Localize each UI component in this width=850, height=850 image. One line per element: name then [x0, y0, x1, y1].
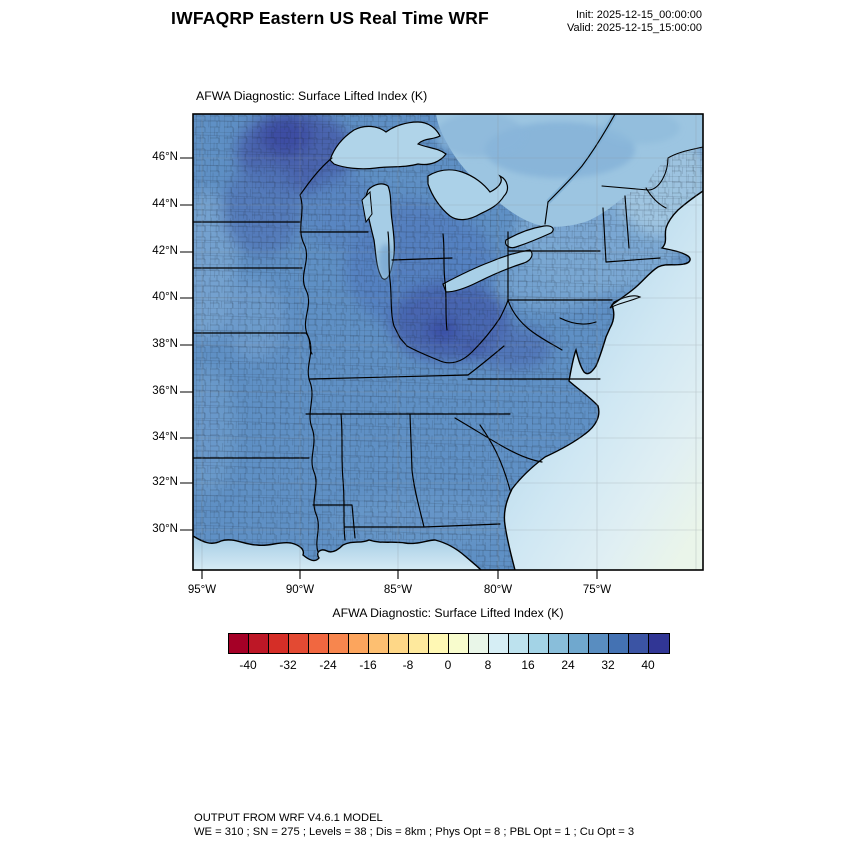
colorbar-cell: [629, 634, 649, 653]
footer-text: OUTPUT FROM WRF V4.6.1 MODEL WE = 310 ; …: [194, 811, 634, 839]
axis-ticks: [180, 157, 598, 579]
colorbar-cell: [409, 634, 429, 653]
colorbar-tick-label: -32: [279, 658, 297, 672]
colorbar-cell: [249, 634, 269, 653]
footer-line1: OUTPUT FROM WRF V4.6.1 MODEL: [194, 812, 383, 824]
init-time: Init: 2025-12-15_00:00:00: [576, 9, 702, 21]
map-title: AFWA Diagnostic: Surface Lifted Index (K…: [196, 89, 428, 103]
colorbar-cell: [429, 634, 449, 653]
colorbar-cell: [569, 634, 589, 653]
colorbar-tick-label: 8: [484, 658, 492, 672]
map-frame: [192, 113, 704, 571]
colorbar-cell: [649, 634, 669, 653]
colorbar-title: AFWA Diagnostic: Surface Lifted Index (K…: [332, 606, 564, 620]
graticule: [193, 114, 703, 570]
colorbar-tick-label: 16: [521, 658, 535, 672]
state-borders: [193, 114, 703, 553]
colorbar-tick-label: -40: [239, 658, 257, 672]
page-title: IWFAQRP Eastern US Real Time WRF: [171, 8, 489, 28]
colorbar-cell: [509, 634, 529, 653]
colorbar-cell: [609, 634, 629, 653]
run-info: Init: 2025-12-15_00:00:00 Valid: 2025-12…: [452, 9, 702, 35]
colorbar-tick-label: 0: [444, 658, 452, 672]
lake-michigan-south-shade: [378, 244, 394, 280]
colorbar-tick-label: -24: [319, 658, 337, 672]
colorbar-cell: [329, 634, 349, 653]
colorbar-cell: [389, 634, 409, 653]
colorbar-cell: [529, 634, 549, 653]
colorbar-tick-label: -16: [359, 658, 377, 672]
colorbar-tick-label: 40: [641, 658, 655, 672]
colorbar-cell: [469, 634, 489, 653]
colorbar-cell: [369, 634, 389, 653]
colorbar-cells: [228, 633, 670, 654]
colorbar-cell: [229, 634, 249, 653]
valid-time: Valid: 2025-12-15_15:00:00: [567, 22, 702, 34]
colorbar-tick-labels: -40 -32 -24 -16 -8 0 8 16 24 32 40: [228, 658, 668, 674]
colorbar-tick-label: 32: [601, 658, 615, 672]
colorbar-cell: [309, 634, 329, 653]
coastline: [193, 190, 703, 570]
gulf-of-mexico: [193, 536, 481, 570]
map-svg: [180, 113, 704, 579]
colorbar-cell: [349, 634, 369, 653]
great-lakes: [329, 121, 554, 293]
footer-line2: WE = 310 ; SN = 275 ; Levels = 38 ; Dis …: [194, 826, 635, 838]
colorbar-cell: [489, 634, 509, 653]
colorbar-cell: [269, 634, 289, 653]
colorbar-cell: [289, 634, 309, 653]
colorbar-tick-label: 24: [561, 658, 575, 672]
colorbar-cell: [549, 634, 569, 653]
colorbar-tick-label: -8: [402, 658, 414, 672]
colorbar-cell: [589, 634, 609, 653]
atlantic-ocean: [504, 191, 703, 570]
colorbar-cell: [449, 634, 469, 653]
